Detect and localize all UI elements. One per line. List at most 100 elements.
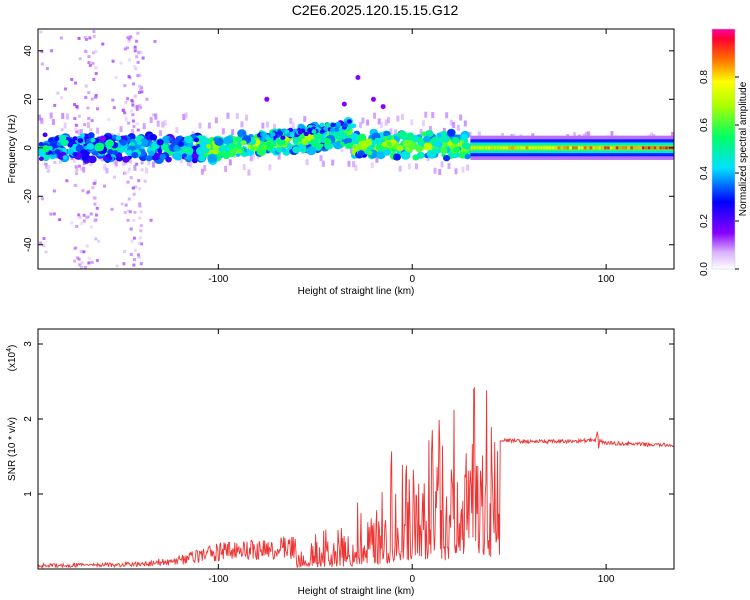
heatmap-cell — [38, 156, 44, 162]
snr-ylabel: SNR (10 * v/v) — [7, 417, 18, 481]
heatmap-cell — [149, 134, 158, 141]
heatmap-cell — [123, 249, 127, 253]
heatmap-cell — [534, 146, 537, 150]
heatmap-cell — [137, 179, 141, 183]
heatmap-cell — [214, 117, 218, 124]
heatmap-cell — [80, 222, 84, 226]
heatmap-cell — [135, 39, 139, 43]
heatmap-cell — [78, 263, 82, 267]
heatmap-cell — [341, 101, 347, 107]
heatmap-cell — [84, 37, 88, 41]
heatmap-cell — [127, 197, 131, 201]
heatmap-cell — [201, 146, 210, 154]
heatmap-cell — [45, 67, 49, 71]
heatmap-cell — [516, 146, 520, 150]
heatmap-cell — [122, 156, 130, 163]
heatmap-cell — [440, 147, 448, 154]
heatmap-cell — [112, 150, 119, 156]
heatmap-cell — [346, 119, 352, 124]
heatmap-cell — [96, 127, 100, 134]
heatmap-cell — [207, 153, 218, 163]
heatmap-cell — [138, 90, 142, 94]
heatmap-cell — [77, 36, 81, 40]
heatmap-cell — [103, 164, 107, 171]
heatmap-cell — [84, 49, 88, 53]
heatmap-cell — [618, 146, 622, 150]
heatmap-cell — [82, 213, 86, 217]
heatmap-cell — [376, 151, 386, 160]
heatmap-cell — [292, 146, 301, 154]
snr-ylabel-multiplier: (x104) — [6, 345, 18, 372]
heatmap-cell — [135, 107, 139, 111]
heatmap-cell — [72, 136, 78, 141]
heatmap-cell — [61, 112, 65, 119]
heatmap-cell — [131, 151, 139, 159]
heatmap-cell — [601, 146, 604, 150]
heatmap-cell — [76, 107, 80, 111]
heatmap-cell — [431, 112, 435, 119]
heatmap-cell — [575, 146, 578, 150]
heatmap-cell — [433, 167, 437, 174]
heatmap-cell — [84, 215, 88, 219]
heatmap-cell — [280, 135, 286, 140]
heatmap-cell — [77, 164, 81, 168]
heatmap-cell — [357, 150, 365, 157]
heatmap-cell — [123, 211, 127, 215]
heatmap-cell — [447, 129, 456, 137]
heatmap-cell — [42, 244, 46, 248]
heatmap-cell — [592, 146, 596, 150]
heatmap-cell — [499, 146, 502, 150]
heatmap-cell — [305, 159, 309, 166]
heatmap-cell — [126, 97, 130, 101]
heatmap-cell — [40, 117, 44, 124]
heatmap-cell — [92, 78, 96, 82]
heatmap-cell — [647, 146, 651, 150]
heatmap-cell — [126, 170, 130, 174]
heatmap-cell — [438, 169, 442, 176]
heatmap-cell — [129, 252, 133, 256]
heatmap-cell — [425, 129, 434, 138]
heatmap-cell — [154, 113, 158, 120]
heatmap-cell — [223, 153, 230, 159]
heatmap-cell — [135, 105, 139, 109]
heatmap-cell — [82, 162, 86, 166]
colorbar-tick-label: 0.0 — [699, 262, 710, 276]
heatmap-cell — [75, 256, 79, 260]
heatmap-cell — [268, 164, 272, 171]
heatmap-cell — [40, 49, 44, 53]
heatmap-cell — [74, 246, 78, 250]
heatmap-cell — [80, 261, 84, 265]
heatmap-cell — [505, 146, 508, 150]
heatmap-cell — [114, 75, 118, 79]
heatmap-cell — [242, 163, 246, 170]
heatmap-cell — [96, 107, 100, 111]
heatmap-cell — [325, 122, 331, 128]
heatmap-cell — [191, 157, 198, 164]
heatmap-cell — [179, 156, 183, 163]
heatmap-cell — [226, 112, 230, 119]
heatmap-cell — [56, 91, 60, 95]
heatmap-cell — [303, 131, 309, 137]
heatmap-cell — [392, 153, 401, 161]
heatmap-cell — [459, 114, 463, 121]
heatmap-cell — [75, 172, 79, 176]
heatmap-cell — [82, 219, 86, 223]
heatmap-cell — [38, 141, 44, 147]
colorbar-label: Normalized spectral amplitude — [738, 81, 749, 216]
heatmap-cell — [65, 179, 69, 183]
heatmap-cell — [514, 146, 517, 150]
heatmap-cell — [112, 106, 116, 110]
heatmap-cell — [340, 146, 344, 153]
heatmap-cell — [307, 127, 313, 133]
heatmap-cell — [111, 59, 115, 63]
heatmap-cell — [136, 140, 142, 146]
heatmap-cell — [477, 131, 481, 138]
heatmap-cell — [152, 161, 156, 168]
heatmap-cell — [77, 213, 81, 217]
heatmap-cell — [86, 215, 90, 219]
heatmap-cell — [125, 46, 129, 50]
heatmap-cell — [511, 146, 514, 150]
heatmap-cell — [443, 154, 451, 162]
heatmap-cell — [182, 114, 186, 121]
y-tick-label: -20 — [23, 189, 34, 204]
